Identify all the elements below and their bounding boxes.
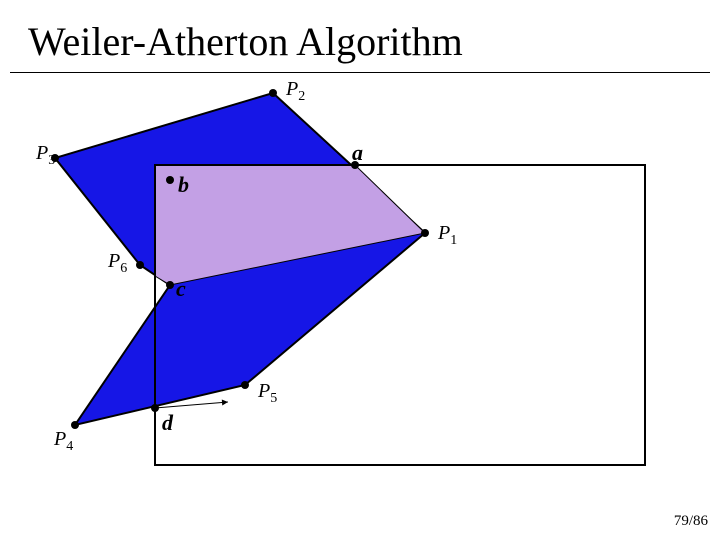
vertex-c	[166, 281, 174, 289]
label-P6: P6	[108, 250, 127, 277]
page-current: 79	[674, 513, 689, 529]
page-number: 79/86	[674, 513, 708, 530]
vertex-P6	[136, 261, 144, 269]
label-P3: P3	[36, 142, 55, 169]
label-c: c	[176, 276, 186, 302]
label-P5: P5	[258, 380, 277, 407]
vertex-P5	[241, 381, 249, 389]
label-P2: P2	[286, 78, 305, 105]
label-P4: P4	[54, 428, 73, 455]
label-P1: P1	[438, 222, 457, 249]
page-total: 86	[693, 513, 708, 529]
label-d: d	[162, 410, 173, 436]
vertex-d	[151, 404, 159, 412]
label-b: b	[178, 172, 189, 198]
label-a: a	[352, 140, 363, 166]
vertex-b	[166, 176, 174, 184]
vertex-P2	[269, 89, 277, 97]
vertex-P1	[421, 229, 429, 237]
